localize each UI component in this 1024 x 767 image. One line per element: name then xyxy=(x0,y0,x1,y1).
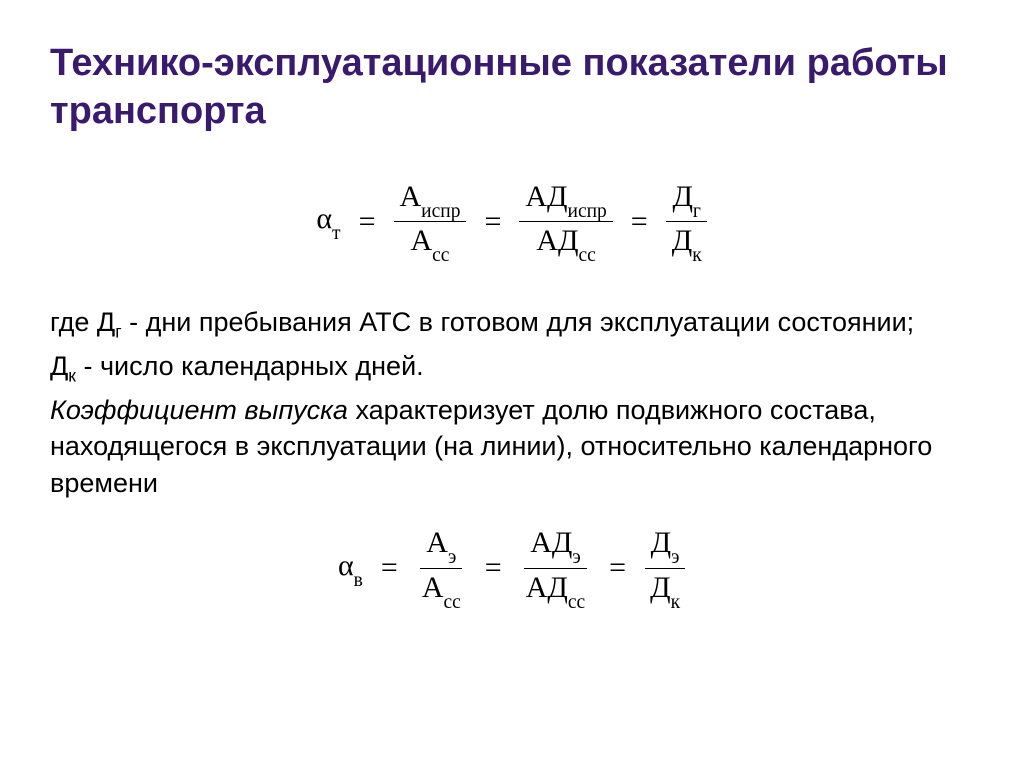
def-coeff: Коэффициент выпуска характеризует долю п… xyxy=(50,392,974,501)
fraction-1: Аиспр Асс xyxy=(394,180,467,264)
fraction-2: АДэ АДсс xyxy=(520,526,591,610)
equals-sign: = xyxy=(481,551,506,585)
fraction-3: Дэ Дк xyxy=(644,526,686,610)
fraction-3: Дг Дк xyxy=(666,180,708,264)
fraction-2: АДиспр АДсс xyxy=(519,180,612,264)
fraction-1: Аэ Асс xyxy=(416,526,467,610)
equals-sign: = xyxy=(355,205,380,239)
alpha-symbol: αв xyxy=(338,549,363,588)
formula-alpha-v: αв = Аэ Асс = АДэ АДсс = Дэ Дк xyxy=(50,526,974,610)
alpha-symbol: αт xyxy=(316,202,340,241)
equals-sign: = xyxy=(377,551,402,585)
description-block: где Дг - дни пребывания АТС в готовом дл… xyxy=(50,304,974,501)
formula-alpha-t: αт = Аиспр Асс = АДиспр АДсс = Дг Дк xyxy=(50,180,974,264)
equals-sign: = xyxy=(480,205,505,239)
slide-title: Технико-эксплуатационные показатели рабо… xyxy=(50,40,974,135)
equals-sign: = xyxy=(605,551,630,585)
def-dg: где Дг - дни пребывания АТС в готовом дл… xyxy=(50,304,974,344)
equals-sign: = xyxy=(627,205,652,239)
def-dk: Дк - число календарных дней. xyxy=(50,348,974,388)
